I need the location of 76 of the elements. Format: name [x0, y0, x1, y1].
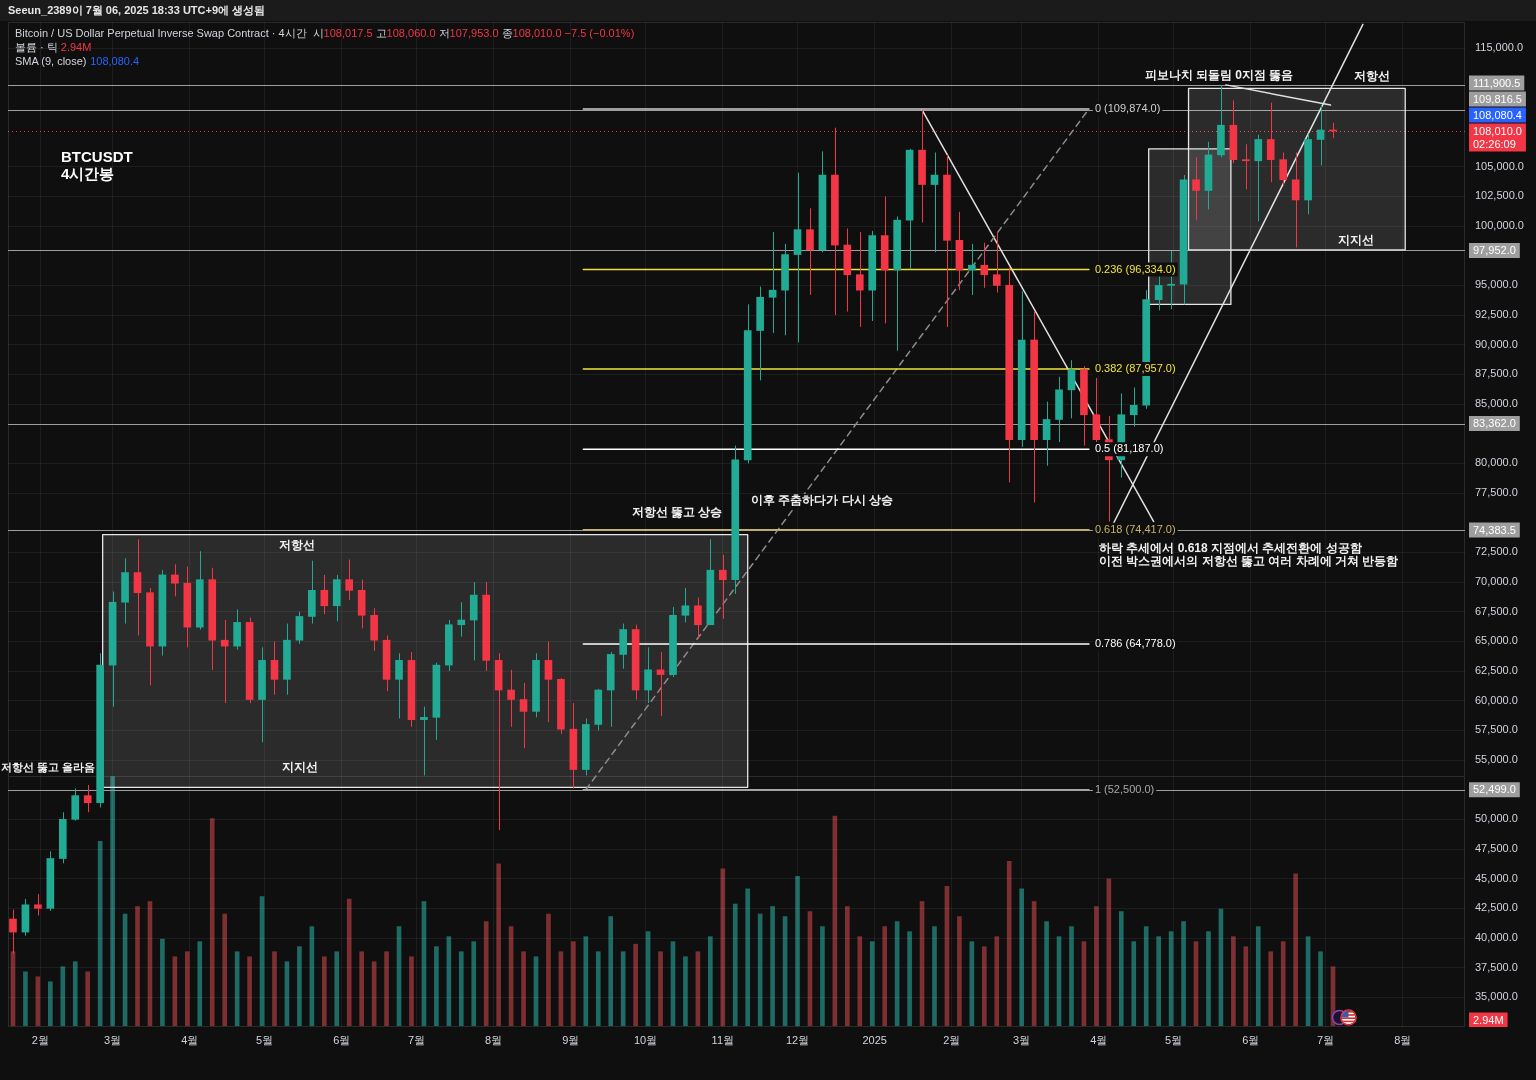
annotation: 볼륨 · 틱 2.94M	[15, 41, 92, 54]
y-tick-label: 60,000.0	[1475, 693, 1518, 706]
series-label: 0.382 (87,957.0)	[1094, 362, 1176, 375]
annotation: 지지선	[1338, 233, 1374, 248]
y-tick-label: 100,000.0	[1475, 219, 1524, 232]
series-label: 0.786 (64,778.0)	[1094, 637, 1176, 650]
x-tick-label: 5월	[255, 1033, 274, 1046]
text: 2.94M	[1473, 1013, 1504, 1026]
text: 108,080.4	[1473, 108, 1522, 121]
x-tick-label: 6월	[333, 1033, 351, 1046]
ref-line-label: 97,952.0	[1473, 243, 1516, 256]
ref-line-label: 111,900.5	[1473, 76, 1521, 89]
y-tick-label: 62,500.0	[1475, 664, 1518, 677]
y-tick-label: 72,500.0	[1475, 545, 1518, 558]
x-tick-label: 2월	[943, 1033, 961, 1046]
ref-line-label: 108,010.0 02:26:09	[1473, 124, 1522, 150]
annotation: 지지선	[282, 760, 318, 775]
text: 시108,017.5 고108,060.0 저107,953.0 종108,010.0 −7.5 (−0.01%)	[312, 27, 635, 40]
y-tick-label: 65,000.0	[1475, 634, 1518, 647]
x-tick-label: 10월	[633, 1033, 658, 1046]
y-tick-label: 80,000.0	[1475, 456, 1518, 469]
x-tick-label: 5월	[1165, 1033, 1183, 1046]
annotation: 피보나치 되돌림 0지점 뚫음	[1144, 68, 1294, 83]
y-tick-label: 45,000.0	[1475, 871, 1518, 884]
ref-line-label: 74,383.5	[1473, 523, 1516, 536]
annotation: SMA (9, close) 108,080.4	[15, 55, 140, 68]
x-tick-label: 3월	[104, 1033, 122, 1046]
series-label: 0.5 (81,187.0)	[1094, 442, 1164, 455]
y-tick-label: 42,500.0	[1475, 901, 1518, 914]
x-tick-label: 3월	[1013, 1033, 1031, 1046]
y-tick-label: 70,000.0	[1475, 575, 1518, 588]
x-tick-label: 12월	[785, 1033, 810, 1046]
ref-line-label: 109,816.5	[1473, 92, 1522, 105]
y-tick-label: 37,500.0	[1475, 960, 1518, 973]
y-tick-label: 35,000.0	[1475, 990, 1518, 1003]
annotation: 이후 주춤하다가 다시 상승	[750, 493, 894, 508]
series-label: 0.618 (74,417.0)	[1094, 522, 1176, 535]
ref-line-label: 52,499.0	[1473, 783, 1516, 796]
annotation: 저항선	[279, 538, 315, 553]
x-tick-label: 2월	[31, 1033, 49, 1046]
x-tick-label: 8월	[485, 1033, 503, 1046]
annotation: 하락 추세에서 0.618 지점에서 추세전환에 성공함 이전 박스권에서의 저항선 뚫고 여러 차례에 거쳐 반등함	[1099, 541, 1399, 568]
chart-subtitle: Bitcoin / US Dollar Perpetual Inverse Swap Contract · 4시간	[15, 27, 307, 40]
text: BTCUSDT 4시간봉	[61, 148, 133, 183]
annotation: 저항선 뚫고 올라옴	[1, 761, 96, 775]
series-label: 0 (109,874.0)	[1094, 101, 1161, 114]
x-tick-label: 6월	[1242, 1033, 1260, 1046]
y-tick-label: 40,000.0	[1475, 931, 1518, 944]
y-tick-label: 102,500.0	[1475, 189, 1524, 202]
ref-line-label: 83,362.0	[1473, 417, 1516, 430]
y-tick-label: 67,500.0	[1475, 604, 1518, 617]
y-tick-label: 77,500.0	[1475, 486, 1518, 499]
y-tick-label: 57,500.0	[1475, 723, 1518, 736]
x-tick-label: 7월	[407, 1033, 426, 1046]
y-tick-label: 90,000.0	[1475, 337, 1518, 350]
x-tick-label: 9월	[562, 1033, 580, 1046]
y-tick-label: 50,000.0	[1475, 812, 1518, 825]
series-label: 1 (52,500.0)	[1094, 782, 1155, 795]
annotation: 저항선 뚫고 상승	[631, 505, 723, 520]
x-tick-label: 8월	[1394, 1033, 1412, 1046]
y-tick-label: 85,000.0	[1475, 397, 1518, 410]
text: Seeun_2389이 7월 06, 2025 18:33 UTC+9에 생성됨	[8, 4, 266, 17]
x-tick-label: 11월	[711, 1033, 735, 1046]
annotation: 저항선	[1354, 69, 1390, 84]
y-tick-label: 92,500.0	[1475, 308, 1518, 321]
x-tick-label: 7월	[1316, 1033, 1335, 1046]
x-tick-label: 4월	[1090, 1033, 1108, 1046]
y-tick-label: 115,000.0	[1475, 41, 1524, 54]
x-tick-label: 4월	[181, 1033, 199, 1046]
y-tick-label: 87,500.0	[1475, 367, 1518, 380]
y-tick-label: 95,000.0	[1475, 278, 1518, 291]
y-tick-label: 105,000.0	[1475, 159, 1524, 172]
y-tick-label: 47,500.0	[1475, 842, 1518, 855]
x-tick-label: 2025	[862, 1033, 887, 1046]
series-label: 0.236 (96,334.0)	[1094, 262, 1176, 275]
y-tick-label: 55,000.0	[1475, 753, 1518, 766]
